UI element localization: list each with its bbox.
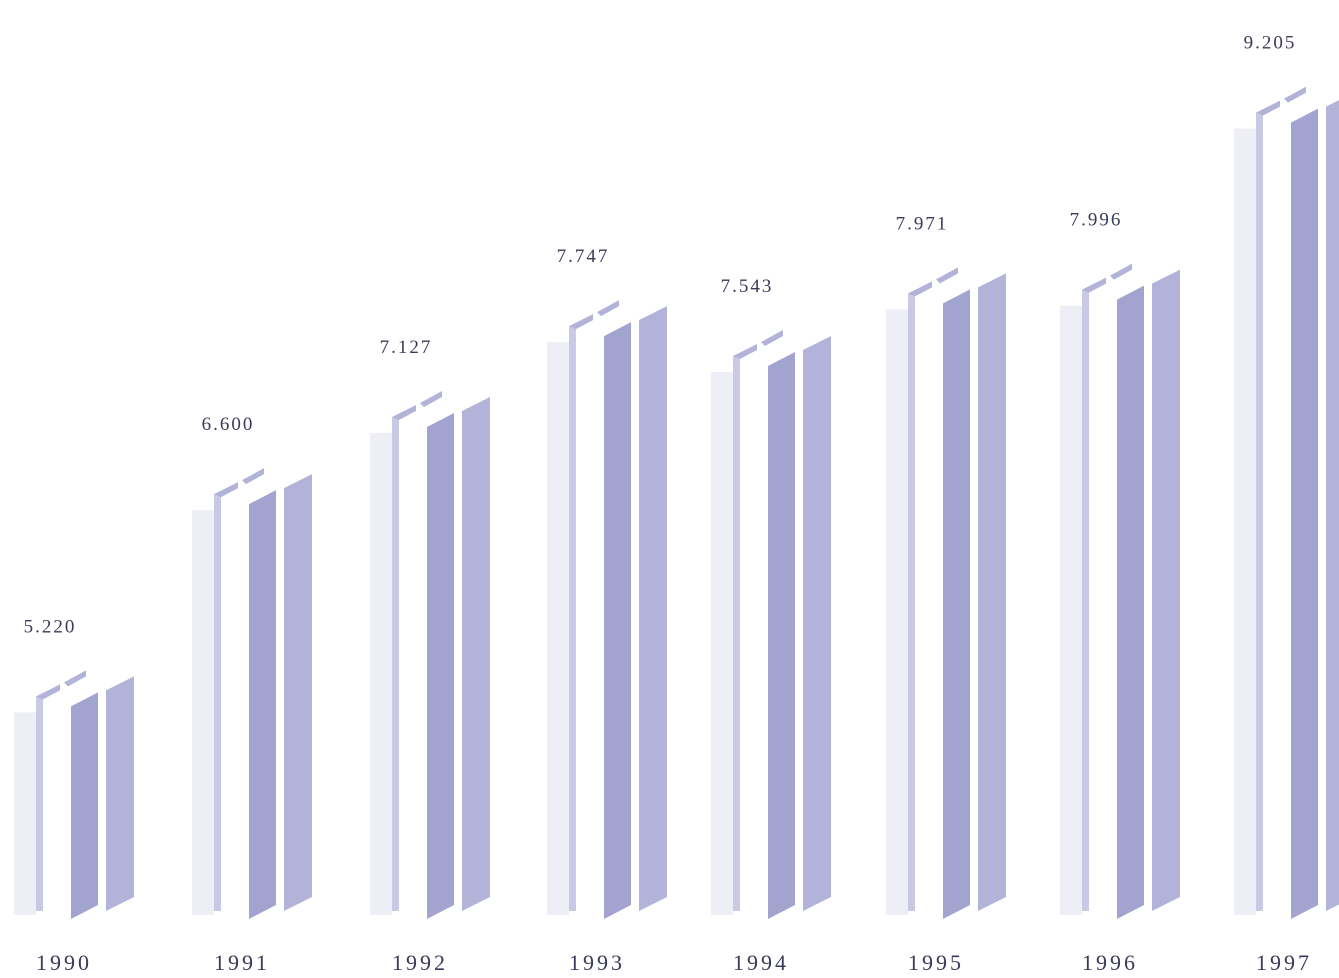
bar-1996 [1060, 263, 1180, 919]
x-tick-label-1993: 1993 [569, 950, 625, 975]
bar-left-face [733, 356, 740, 912]
bar-front-face [768, 352, 795, 920]
bar-1994 [711, 330, 831, 920]
bar-1993 [547, 300, 667, 919]
bar-front-face [604, 322, 631, 919]
bar-front-face [427, 412, 454, 919]
value-label-1997: 9.205 [1244, 33, 1297, 54]
value-label-1995: 7.971 [896, 213, 949, 234]
bar-right-face [284, 474, 312, 911]
bar-shadow [1060, 305, 1082, 915]
bar-right-face [1152, 269, 1180, 911]
value-label-1992: 7.127 [380, 337, 433, 358]
x-tick-label-1997: 1997 [1256, 950, 1312, 975]
bar-1990 [14, 670, 134, 919]
bar-cap [733, 344, 757, 360]
bar-cap [1110, 263, 1132, 280]
bar-1997 [1234, 86, 1339, 919]
bar-shadow [14, 712, 36, 915]
bar-left-face [36, 696, 43, 911]
bar-cap [908, 281, 932, 297]
bar-cap [1082, 277, 1106, 293]
value-label-1996: 7.996 [1070, 210, 1123, 231]
bar-right-face [803, 336, 831, 912]
bar-left-face [1256, 112, 1263, 911]
bar-left-face [214, 494, 221, 911]
bar-right-face [978, 273, 1006, 912]
bar-cap [1284, 86, 1306, 103]
bar-shadow [547, 342, 569, 915]
bar-shadow [192, 510, 214, 915]
x-tick-label-1994: 1994 [733, 950, 789, 975]
bar-shadow [711, 372, 733, 916]
bar-1995 [886, 267, 1006, 920]
bar-shadow [370, 432, 392, 915]
bar-cap [569, 314, 593, 330]
x-tick-label-1996: 1996 [1082, 950, 1138, 975]
bar-cap [420, 390, 442, 407]
value-label-1994: 7.543 [721, 276, 774, 297]
bar-cap [242, 468, 264, 485]
bar-cap [214, 482, 238, 498]
bar-1991 [192, 468, 312, 919]
x-tick-label-1992: 1992 [392, 950, 448, 975]
bar-1992 [370, 390, 490, 919]
bar-shadow [1234, 128, 1256, 915]
bar-cap [761, 330, 783, 347]
bar-left-face [908, 293, 915, 912]
bar-right-face [106, 676, 134, 911]
bar-cap [936, 267, 958, 284]
value-label-1990: 5.220 [24, 616, 77, 637]
bar-cap [1256, 100, 1280, 116]
bar-front-face [1291, 108, 1318, 919]
bar-left-face [569, 326, 576, 911]
bar-right-face [639, 306, 667, 911]
bar-cap [36, 684, 60, 700]
x-tick-label-1990: 1990 [36, 950, 92, 975]
bar-front-face [1117, 285, 1144, 919]
bar-front-face [249, 490, 276, 919]
bar-front-face [943, 289, 970, 920]
x-tick-label-1995: 1995 [908, 950, 964, 975]
bar-cap [64, 670, 86, 687]
bar-cap [597, 300, 619, 317]
bar-right-face [1326, 100, 1339, 911]
x-tick-label-1991: 1991 [214, 950, 270, 975]
bar-front-face [71, 692, 98, 919]
bar-left-face [392, 416, 399, 911]
value-label-1993: 7.747 [557, 246, 610, 267]
bar-right-face [462, 396, 490, 911]
bar-left-face [1082, 289, 1089, 911]
bar-cap [392, 404, 416, 420]
bar-shadow [886, 309, 908, 916]
value-label-1991: 6.600 [202, 414, 255, 435]
